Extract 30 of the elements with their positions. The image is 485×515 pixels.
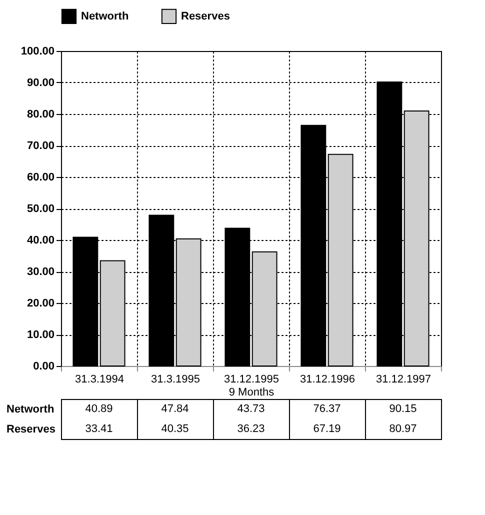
x-tick-label: 31.12.1995 9 Months (224, 374, 280, 398)
y-tick-label: 20.00 (26, 298, 54, 310)
x-tick-label: 31.3.1994 (75, 374, 124, 386)
legend-label: Reserves (181, 10, 230, 22)
data-label: 76.37 (313, 403, 341, 415)
y-tick-label: 70.00 (26, 140, 54, 152)
data-label: 80.97 (389, 423, 417, 435)
y-tick-label: 100.00 (20, 46, 54, 58)
data-label: 43.73 (237, 403, 265, 415)
y-tick-label: 50.00 (26, 203, 54, 215)
data-label: 36.23 (237, 423, 265, 435)
y-tick-label: 60.00 (26, 172, 54, 184)
y-tick-label: 0.00 (33, 360, 54, 372)
x-tick-label: 31.12.1996 (300, 374, 356, 386)
data-label: 40.35 (161, 423, 189, 435)
y-tick-label: 30.00 (26, 266, 54, 278)
x-tick-label: 31.3.1995 (151, 374, 200, 386)
y-tick-label: 90.00 (26, 77, 54, 89)
data-label: 67.19 (313, 423, 341, 435)
data-label: 47.84 (161, 403, 189, 415)
data-label: 40.89 (85, 403, 113, 415)
y-tick-label: 10.00 (26, 329, 54, 341)
data-label: 90.15 (389, 403, 417, 415)
data-label: 33.41 (85, 423, 113, 435)
legend-label: Networth (81, 10, 129, 22)
x-tick-label: 31.12.1997 (376, 374, 432, 386)
y-tick-label: 40.00 (26, 234, 54, 246)
y-tick-label: 80.00 (26, 108, 54, 120)
text: Reserves (6, 424, 56, 436)
text: Networth (6, 404, 54, 416)
